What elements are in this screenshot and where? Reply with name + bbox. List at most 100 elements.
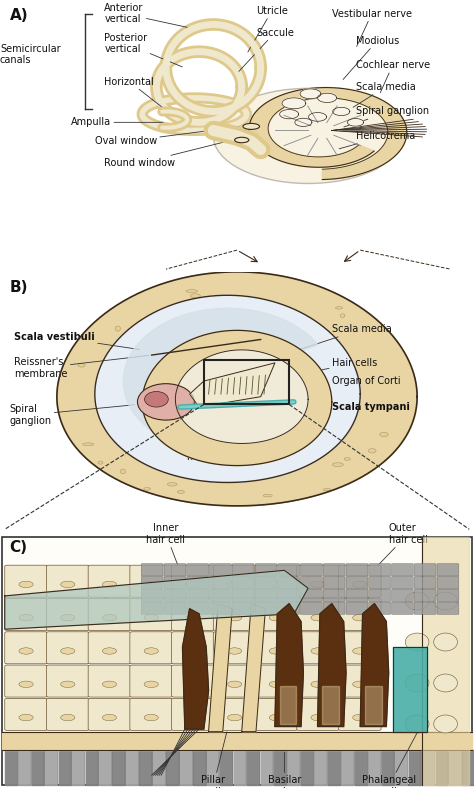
Polygon shape xyxy=(250,133,269,135)
Polygon shape xyxy=(310,157,314,167)
Polygon shape xyxy=(368,100,383,108)
Polygon shape xyxy=(266,102,281,110)
FancyBboxPatch shape xyxy=(255,632,298,663)
Polygon shape xyxy=(301,156,307,166)
Polygon shape xyxy=(382,147,400,152)
Polygon shape xyxy=(335,155,341,165)
Polygon shape xyxy=(378,110,396,114)
Polygon shape xyxy=(250,132,269,134)
Polygon shape xyxy=(339,154,347,164)
Polygon shape xyxy=(369,158,383,165)
Polygon shape xyxy=(334,155,339,165)
Polygon shape xyxy=(284,154,295,162)
Polygon shape xyxy=(278,96,289,105)
Polygon shape xyxy=(332,169,335,179)
Polygon shape xyxy=(310,88,313,98)
Polygon shape xyxy=(323,87,325,98)
Polygon shape xyxy=(279,152,291,161)
FancyBboxPatch shape xyxy=(141,563,163,576)
Polygon shape xyxy=(343,154,352,163)
Polygon shape xyxy=(275,604,303,727)
Polygon shape xyxy=(378,151,394,158)
Polygon shape xyxy=(266,147,282,154)
Ellipse shape xyxy=(228,615,242,621)
Polygon shape xyxy=(329,169,332,179)
Polygon shape xyxy=(354,164,363,173)
Polygon shape xyxy=(351,150,364,158)
Polygon shape xyxy=(346,152,357,161)
Polygon shape xyxy=(249,125,268,126)
Ellipse shape xyxy=(98,461,103,464)
Polygon shape xyxy=(279,95,291,105)
Ellipse shape xyxy=(144,648,158,654)
Polygon shape xyxy=(383,116,401,119)
Text: Organ of Corti: Organ of Corti xyxy=(292,376,401,388)
FancyBboxPatch shape xyxy=(437,563,459,576)
Polygon shape xyxy=(300,156,307,166)
Polygon shape xyxy=(355,164,364,173)
Polygon shape xyxy=(387,136,406,139)
Polygon shape xyxy=(349,151,361,159)
Polygon shape xyxy=(257,110,273,116)
Polygon shape xyxy=(342,154,350,163)
Polygon shape xyxy=(270,100,284,108)
Polygon shape xyxy=(310,88,314,98)
Polygon shape xyxy=(357,94,369,102)
Polygon shape xyxy=(302,156,308,166)
Polygon shape xyxy=(334,155,340,165)
FancyBboxPatch shape xyxy=(338,599,381,630)
Polygon shape xyxy=(264,147,280,153)
Polygon shape xyxy=(250,133,269,135)
Ellipse shape xyxy=(311,715,325,721)
Ellipse shape xyxy=(186,681,200,687)
Polygon shape xyxy=(5,749,17,786)
Polygon shape xyxy=(249,126,268,128)
Polygon shape xyxy=(294,91,302,101)
Polygon shape xyxy=(388,134,407,135)
Polygon shape xyxy=(371,102,386,109)
Polygon shape xyxy=(385,120,404,123)
Polygon shape xyxy=(306,89,310,99)
Polygon shape xyxy=(330,87,334,98)
Polygon shape xyxy=(342,167,349,177)
Polygon shape xyxy=(327,87,329,98)
Polygon shape xyxy=(253,116,271,120)
Polygon shape xyxy=(377,151,393,158)
Polygon shape xyxy=(270,100,283,108)
Polygon shape xyxy=(353,92,364,102)
Text: Tectorial
membrane: Tectorial membrane xyxy=(38,567,116,602)
Ellipse shape xyxy=(405,633,429,651)
Ellipse shape xyxy=(115,326,120,331)
Polygon shape xyxy=(387,126,406,128)
Polygon shape xyxy=(361,161,373,170)
Polygon shape xyxy=(272,150,286,158)
FancyBboxPatch shape xyxy=(323,563,345,576)
Polygon shape xyxy=(255,113,272,118)
Polygon shape xyxy=(379,151,395,156)
Polygon shape xyxy=(374,104,390,110)
Polygon shape xyxy=(275,151,288,159)
Polygon shape xyxy=(253,138,271,141)
Polygon shape xyxy=(264,147,280,153)
FancyBboxPatch shape xyxy=(130,599,173,630)
Polygon shape xyxy=(353,92,363,102)
Polygon shape xyxy=(387,139,405,142)
Polygon shape xyxy=(250,123,268,125)
Polygon shape xyxy=(260,107,276,113)
Polygon shape xyxy=(332,87,336,98)
Polygon shape xyxy=(359,162,370,171)
Text: B): B) xyxy=(9,280,28,295)
FancyBboxPatch shape xyxy=(172,632,214,663)
Polygon shape xyxy=(297,156,304,165)
Ellipse shape xyxy=(186,715,200,721)
Polygon shape xyxy=(371,156,385,164)
Polygon shape xyxy=(284,94,294,103)
Text: Hair cells: Hair cells xyxy=(297,358,377,375)
Ellipse shape xyxy=(144,681,158,687)
Polygon shape xyxy=(268,102,282,109)
Polygon shape xyxy=(355,147,369,155)
Polygon shape xyxy=(277,152,290,160)
Ellipse shape xyxy=(186,290,198,292)
FancyBboxPatch shape xyxy=(172,665,214,697)
Polygon shape xyxy=(382,147,399,153)
